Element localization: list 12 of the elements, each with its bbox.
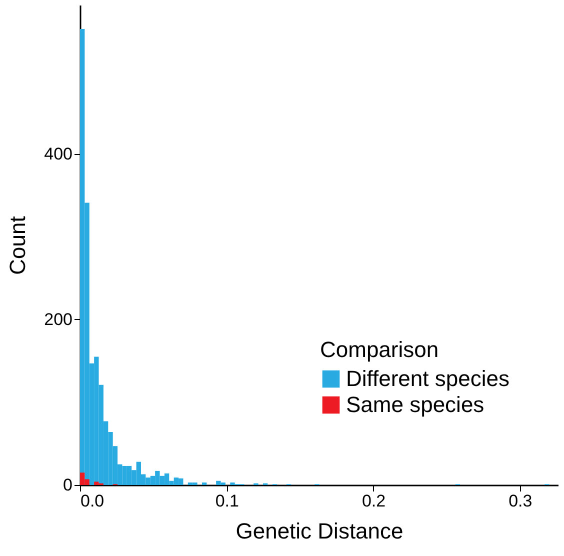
legend-title: Comparison — [320, 337, 439, 362]
legend-label: Different species — [346, 366, 510, 391]
y-axis-title: Count — [5, 216, 30, 275]
y-tick-label: 200 — [44, 310, 72, 329]
x-axis-title: Genetic Distance — [236, 518, 404, 544]
y-tick-label: 400 — [44, 144, 72, 164]
y-tick-label: 0 — [63, 476, 72, 494]
x-tick-label: 0.2 — [362, 492, 386, 510]
x-tick-label: 0.0 — [80, 492, 104, 510]
x-tick-label: 0.1 — [215, 492, 239, 510]
legend-label: Same species — [346, 392, 484, 417]
x-tick-label: 0.3 — [508, 492, 532, 510]
